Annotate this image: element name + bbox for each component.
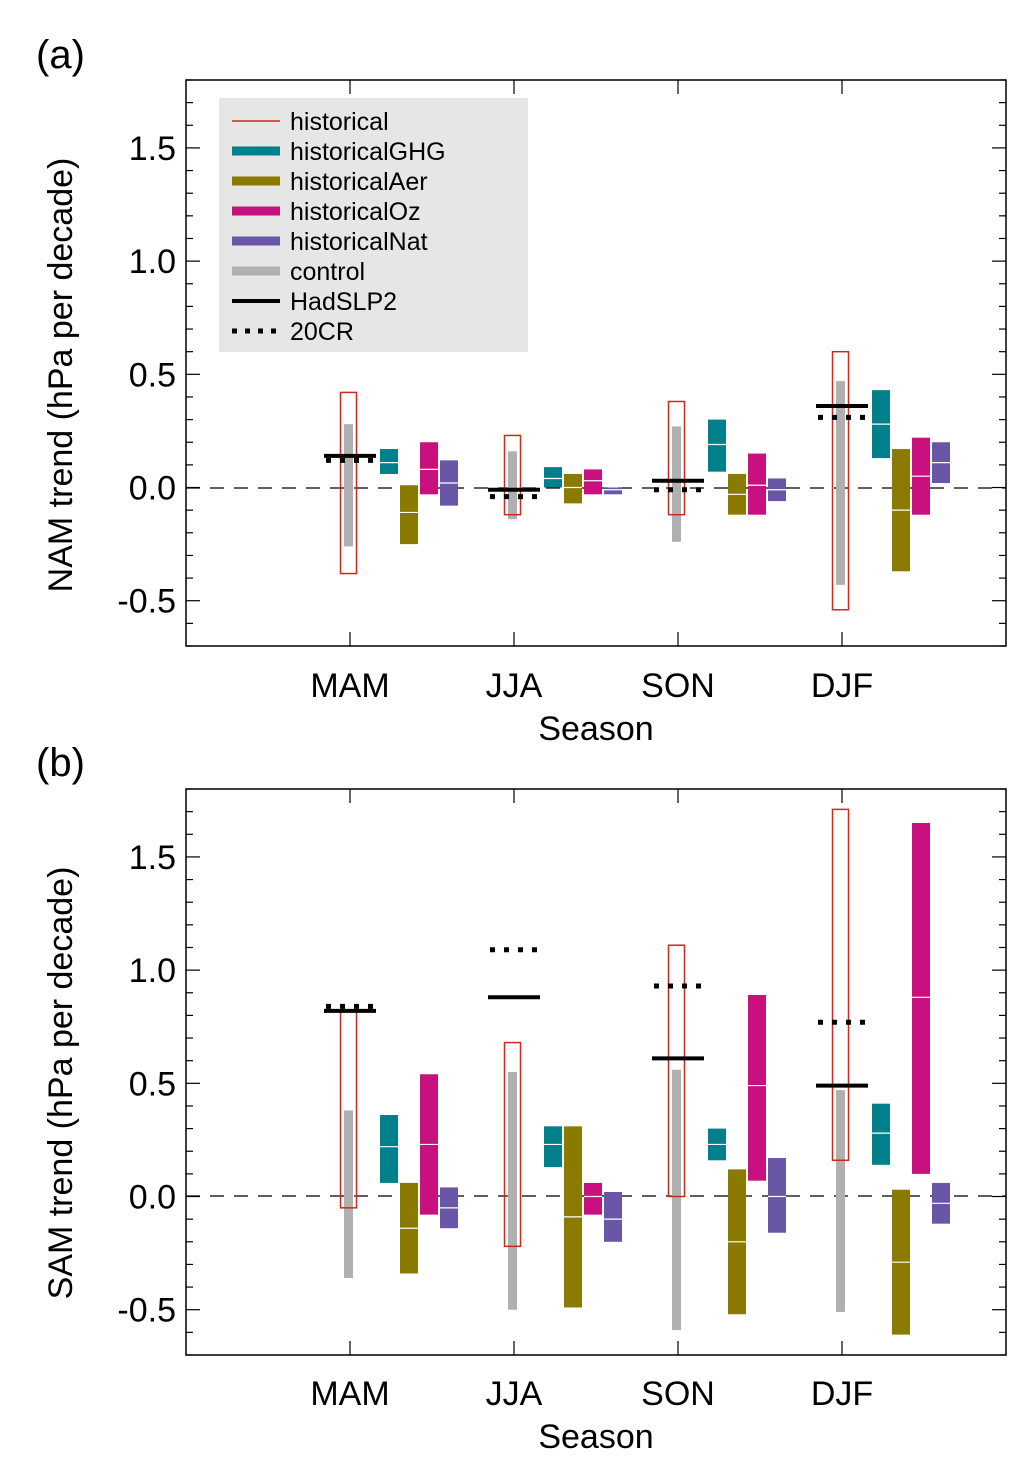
panel-b-control-bar-djf [836,1090,845,1312]
panel-b-historical-box-jja [503,1041,522,1248]
panel-a-y-tick-label: -0.5 [117,583,176,621]
legend-item-20cr: 20CR [232,318,354,346]
panel-a-x-tick-label-mam: MAM [310,667,389,705]
panel-a-x-tick-label-son: SON [641,667,715,705]
panel-a-x-ticks: MAM JJA SON DJF [310,80,873,705]
panel-a-control-bar-mam [344,424,353,547]
panel-a-historicaloz-bar-jja [584,469,602,495]
panel-b-x-tick-label-jja: JJA [486,1375,543,1413]
legend-item-historical: historical [232,108,389,136]
legend-label-hadslp2: HadSLP2 [290,288,397,316]
legend-label-historicalghg: historicalGHG [290,138,446,166]
panel-b-historicaloz-bar-jja [584,1182,602,1215]
panel-b-x-ticks: MAM JJA SON DJF [310,789,873,1413]
legend-box [219,98,528,352]
panel-a-control-bar-son [672,426,681,542]
legend-label-control: control [290,258,365,286]
panel-a-y-tick-label: 0.5 [129,356,176,394]
panel-b-label: (b) [36,741,85,785]
panel-b-marks [324,808,950,1335]
panel-b-y-tick-label: 0.0 [129,1179,176,1217]
panel-b-y-axis-title: SAM trend (hPa per decade) [42,867,80,1300]
panel-a-historicalghg-bar-mam [380,449,398,474]
legend-item-historicaloz: historicalOz [232,198,421,226]
legend-label-historicaloz: historicalOz [290,198,421,226]
panel-a-historicaloz-bar-son [748,453,766,515]
panel-a-historical-box-jja [503,434,522,516]
panel-b-historical-box-djf [831,808,850,1162]
panel-a-historicaloz-bar-mam [420,442,438,495]
legend-label-historical: historical [290,108,389,136]
panel-a-historicalghg-bar-son [708,419,726,472]
panel-b-historicalnat-bar-son [768,1158,786,1233]
panel-a-historical-box-son [667,400,686,516]
panel-b-y-tick-label: 1.5 [129,839,176,877]
panel-a-y-tick-label: 1.0 [129,243,176,281]
panel-b-x-tick-label-mam: MAM [310,1375,389,1413]
panel-b-x-tick-label-djf: DJF [811,1375,873,1413]
panel-b-y-tick-label: 1.0 [129,952,176,990]
panel-b-x-axis-title: Season [538,1418,653,1456]
legend-item-control: control [232,258,365,286]
legend-item-hadslp2: HadSLP2 [232,288,397,316]
panel-a-historicalaer-bar-mam [400,485,418,545]
legend-label-historicalaer: historicalAer [290,168,428,196]
panel-a-x-tick-label-jja: JJA [486,667,543,705]
panel-a-marks [324,350,950,611]
panel-a-x-axis-title: Season [538,710,653,748]
panel-a-label: (a) [36,33,85,77]
panel-a: (a) -0.5 0.0 0.5 1.0 1.5 MAM JJA SON DJF Season… [36,33,1007,748]
panel-b-x-tick-label-son: SON [641,1375,715,1413]
legend: historical historicalGHG historicalAer h… [219,98,528,352]
legend-item-historicalghg: historicalGHG [232,138,446,166]
legend-item-historicalnat: historicalNat [232,228,428,256]
panel-a-plot-frame [185,79,1007,647]
panel-a-historical-box-mam [339,391,358,575]
panel-b-historicalnat-bar-jja [604,1191,622,1242]
legend-label-20cr: 20CR [290,318,354,346]
panel-b-y-ticks: -0.5 0.0 0.5 1.0 1.5 [117,788,1006,1356]
panel-a-historicalghg-bar-jja [544,467,562,488]
panel-a-y-tick-label: 1.5 [129,130,176,168]
panel-b-y-tick-label: -0.5 [117,1292,176,1330]
panel-b-historical-box-son [667,944,686,1198]
panel-b-control-bar-son [672,1069,681,1331]
panel-a-historical-box-djf [831,350,850,611]
panel-b-plot-frame [185,788,1007,1356]
panel-b-historicaloz-bar-djf [912,822,930,1174]
panel-b-historicalghg-bar-djf [872,1103,890,1165]
panel-b-historicalghg-bar-jja [544,1126,562,1168]
panel-a-control-bar-jja [508,451,517,520]
panel-b: (b) -0.5 0.0 0.5 1.0 1.5 MAM JJA SON DJF Season… [36,741,1007,1456]
panel-a-historicalnat-bar-jja [604,487,622,495]
legend-item-historicalaer: historicalAer [232,168,428,196]
panel-b-control-bar-jja [508,1072,517,1310]
panel-a-x-tick-label-djf: DJF [811,667,873,705]
panel-a-y-axis-title: NAM trend (hPa per decade) [42,158,80,593]
panel-a-y-ticks: -0.5 0.0 0.5 1.0 1.5 [117,79,1006,647]
panel-a-control-bar-djf [836,381,845,585]
panel-a-historicalaer-bar-jja [564,473,582,504]
panel-b-historicaloz-bar-son [748,995,766,1181]
panel-b-historicalghg-bar-mam [380,1115,398,1183]
legend-label-historicalnat: historicalNat [290,228,428,256]
panel-a-y-tick-label: 0.0 [129,470,176,508]
panel-b-control-bar-mam [344,1110,353,1279]
panel-b-y-tick-label: 0.5 [129,1065,176,1103]
